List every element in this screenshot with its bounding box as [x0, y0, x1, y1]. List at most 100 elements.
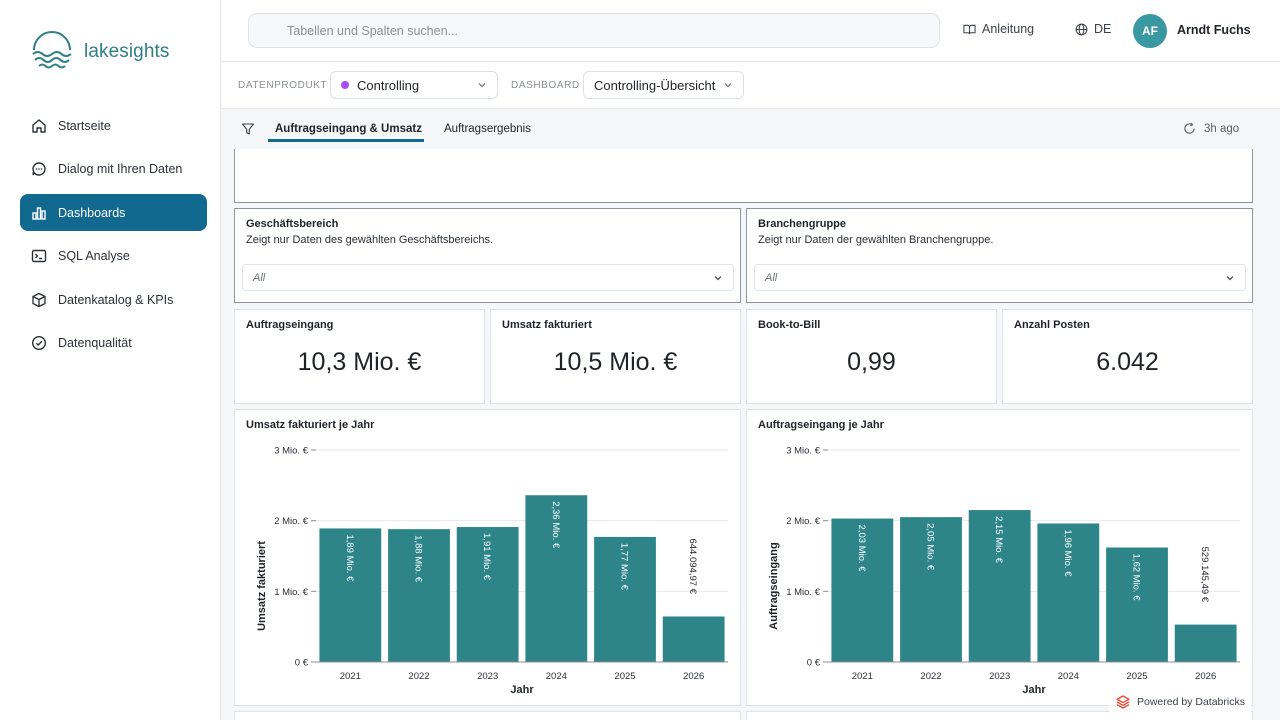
filter-card-branchengruppe: Branchengruppe Zeigt nur Daten der gewäh…: [746, 208, 1253, 303]
sidebar-nav: Startseite Dialog mit Ihren Daten Dashbo…: [20, 107, 207, 369]
tab-bar: Auftragseingang & Umsatz Auftragsergebni…: [222, 109, 1280, 149]
y-tick-label: 3 Mio. €: [786, 446, 821, 457]
kpi-title: Book-to-Bill: [758, 319, 821, 331]
guide-link[interactable]: Anleitung: [963, 22, 1034, 36]
sidebar-item-label: Datenkatalog & KPIs: [58, 292, 174, 307]
kpi-card-umsatz: Umsatz fakturiert 10,5 Mio. €: [490, 309, 741, 404]
bar-data-label: 2,36 Mio. €: [550, 501, 561, 549]
chart-card-auftragseingang: Auftragseingang je Jahr 0 € 1 Mio. € 2 Mio…: [746, 409, 1253, 706]
terminal-icon: [31, 250, 47, 263]
chevron-down-icon: [714, 275, 722, 280]
filter-title: Branchengruppe: [758, 218, 847, 230]
bar-data-label: 1,77 Mio. €: [619, 543, 630, 591]
next-card: [746, 711, 1253, 720]
branchengruppe-select[interactable]: All: [754, 264, 1246, 291]
powered-by-label: Powered by Databricks: [1137, 696, 1245, 708]
filter-card-geschaeftsbereich: Geschäftsbereich Zeigt nur Daten des gew…: [234, 208, 741, 303]
chart-title: Auftragseingang je Jahr: [758, 419, 884, 431]
filter-description: Zeigt nur Daten der gewählten Branchengr…: [758, 234, 994, 246]
filter-title: Geschäftsbereich: [246, 218, 339, 230]
bar-data-label: 1,89 Mio. €: [344, 534, 355, 582]
lakesights-logo-icon: [32, 31, 72, 69]
bar: [319, 528, 382, 662]
bar-chart-icon: [32, 206, 46, 220]
user-name[interactable]: Arndt Fuchs: [1177, 23, 1251, 37]
umsatz-bar-chart: 0 € 1 Mio. € 2 Mio. € 3 Mio. € 2021 1,89 Mio.…: [256, 446, 728, 696]
sidebar-item-label: Datenqualität: [58, 336, 132, 351]
bar-data-label: 2,05 Mio. €: [925, 523, 936, 571]
sidebar-item-startseite[interactable]: Startseite: [20, 107, 207, 144]
databricks-logo-icon: [1116, 695, 1130, 709]
bar-data-label: 644.094,97 €: [687, 538, 698, 594]
tab-auftragseingang-umsatz[interactable]: Auftragseingang & Umsatz: [275, 123, 422, 135]
sidebar: lakesights Startseite Dialog mit Ihren D…: [0, 0, 221, 720]
bar: [968, 510, 1031, 662]
chevron-down-icon: [724, 83, 732, 88]
kpi-card-book-to-bill: Book-to-Bill 0,99: [746, 309, 997, 404]
y-tick-label: 0 €: [295, 658, 309, 669]
sidebar-item-dashboards[interactable]: Dashboards: [20, 194, 207, 232]
description-card: [234, 149, 1253, 203]
sidebar-item-datenqualitaet[interactable]: Datenqualität: [20, 325, 207, 362]
language-switch[interactable]: DE: [1075, 22, 1111, 36]
bar-data-label: 1,88 Mio. €: [413, 535, 424, 583]
book-icon: [963, 24, 976, 34]
sidebar-item-dialog[interactable]: Dialog mit Ihren Daten: [20, 151, 207, 188]
sidebar-item-label: Startseite: [58, 118, 111, 133]
geschaeftsbereich-select[interactable]: All: [242, 264, 734, 291]
dashboard-selector-value: Controlling-Übersicht: [594, 77, 716, 93]
chevron-down-icon: [1226, 275, 1234, 280]
chat-icon: [32, 162, 46, 176]
app-name: lakesights: [84, 41, 170, 62]
search-icon: [263, 24, 275, 35]
x-axis-title: Jahr: [510, 684, 534, 696]
x-axis-title: Jahr: [1022, 684, 1046, 696]
x-tick-label: 2022: [920, 671, 941, 682]
dashboard-selector[interactable]: Controlling-Übersicht: [583, 71, 744, 99]
search-input[interactable]: Tabellen und Spalten suchen...: [248, 13, 940, 48]
kpi-value: 0,99: [847, 348, 896, 376]
search-placeholder: Tabellen und Spalten suchen...: [287, 23, 458, 38]
refresh-button[interactable]: 3h ago: [1183, 122, 1239, 135]
auftragseingang-bar-chart: 0 € 1 Mio. € 2 Mio. € 3 Mio. € 2021 2,03 Mio.…: [768, 446, 1240, 696]
y-tick-label: 2 Mio. €: [786, 516, 821, 527]
language-label: DE: [1094, 22, 1112, 36]
bar: [525, 495, 588, 662]
globe-icon: [1075, 23, 1088, 35]
x-tick-label: 2022: [408, 671, 429, 682]
product-selector[interactable]: Controlling: [330, 71, 498, 99]
bar: [456, 527, 519, 662]
tab-auftragsergebnis[interactable]: Auftragsergebnis: [444, 123, 531, 135]
x-tick-label: 2026: [683, 671, 704, 682]
avatar[interactable]: AF: [1133, 14, 1167, 48]
sidebar-item-datenkatalog[interactable]: Datenkatalog & KPIs: [20, 281, 207, 318]
bar: [900, 517, 962, 662]
app-logo[interactable]: lakesights: [30, 30, 170, 74]
chart-card-umsatz: Umsatz fakturiert je Jahr 0 € 1 Mio. € 2 M…: [234, 409, 741, 706]
x-tick-label: 2021: [852, 671, 873, 682]
filter-icon[interactable]: [241, 122, 255, 136]
bar: [388, 529, 450, 662]
bar: [662, 616, 725, 662]
home-icon: [32, 118, 46, 133]
x-tick-label: 2024: [546, 671, 567, 682]
bar: [1037, 523, 1100, 662]
guide-label: Anleitung: [982, 22, 1035, 36]
powered-by-badge[interactable]: Powered by Databricks: [1109, 691, 1251, 713]
sidebar-item-label: Dashboards: [58, 205, 126, 220]
sidebar-item-label: SQL Analyse: [58, 249, 130, 264]
x-tick-label: 2026: [1195, 671, 1216, 682]
product-selector-value: Controlling: [357, 77, 420, 93]
y-tick-label: 0 €: [807, 658, 821, 669]
top-bar: Tabellen und Spalten suchen... Anleitung…: [222, 0, 1280, 62]
bar: [1174, 624, 1237, 662]
select-value: All: [765, 271, 778, 284]
x-tick-label: 2024: [1058, 671, 1079, 682]
bar-data-label: 2,15 Mio. €: [993, 516, 1004, 564]
kpi-title: Umsatz fakturiert: [502, 319, 592, 331]
kpi-value: 10,5 Mio. €: [553, 348, 678, 376]
filter-description: Zeigt nur Daten des gewählten Geschäftsb…: [246, 234, 494, 246]
sidebar-item-sql-analyse[interactable]: SQL Analyse: [20, 238, 207, 275]
x-tick-label: 2021: [340, 671, 361, 682]
kpi-card-auftragseingang: Auftragseingang 10,3 Mio. €: [234, 309, 485, 404]
